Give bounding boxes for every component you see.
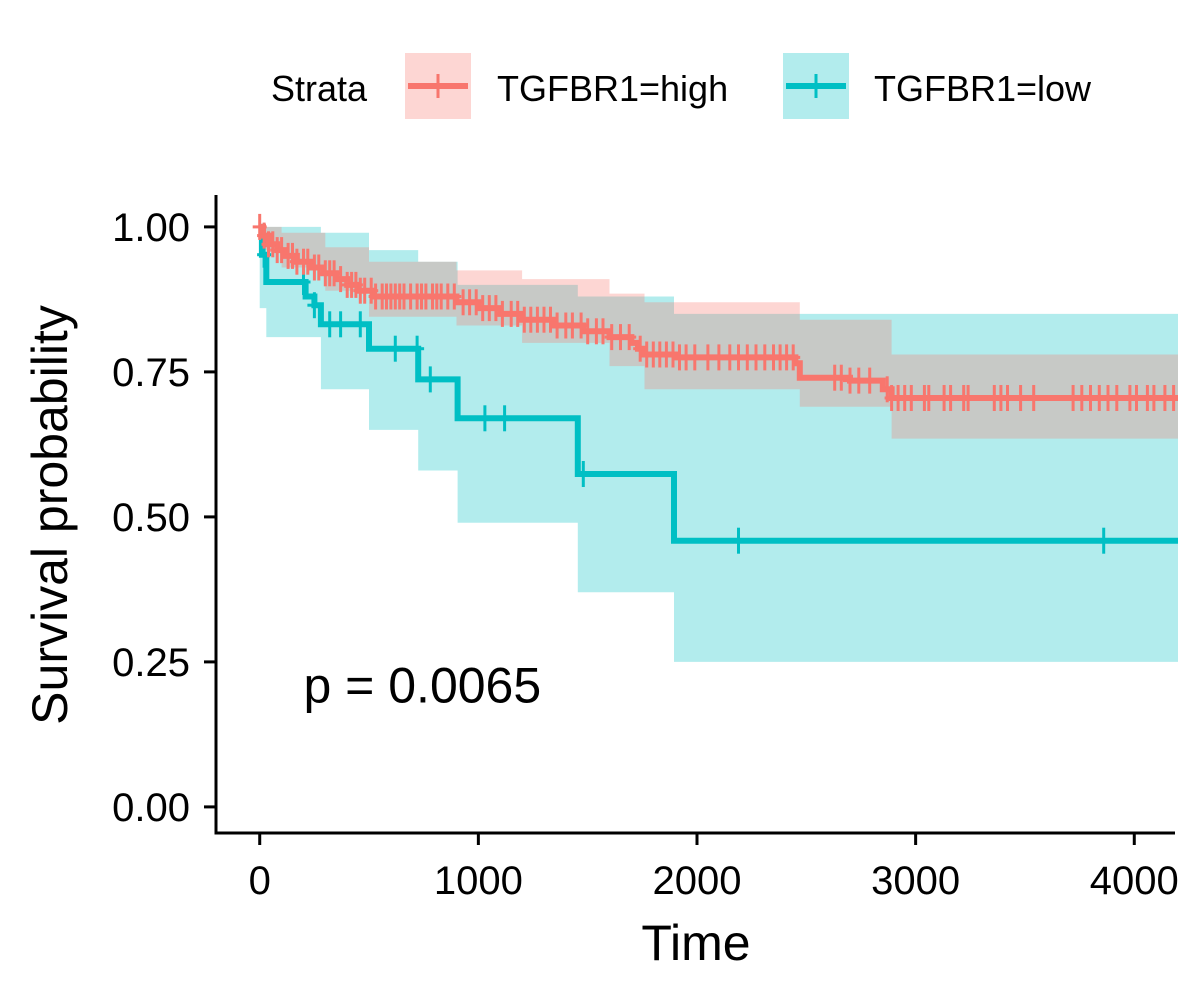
- legend-item-low: TGFBR1=low: [783, 53, 1092, 119]
- confidence-bands: [259, 226, 1178, 662]
- y-tick-label: 0.50: [112, 496, 190, 540]
- legend-label-low: TGFBR1=low: [874, 68, 1092, 109]
- y-tick-label: 0.25: [112, 641, 190, 685]
- legend: Strata TGFBR1=high TGFBR1=low: [271, 53, 1092, 119]
- y-axis-ticks: 0.00 0.25 0.50 0.75 1.00: [112, 206, 216, 830]
- survival-curve-low: [258, 223, 1178, 544]
- y-axis-title: Survival probability: [22, 305, 78, 725]
- x-tick-label: 3000: [871, 859, 960, 903]
- x-tick-label: 4000: [1090, 859, 1179, 903]
- y-tick-label: 0.00: [112, 786, 190, 830]
- y-tick-label: 1.00: [112, 206, 190, 250]
- confidence-band-low: [259, 226, 1178, 662]
- p-value-annotation: p = 0.0065: [303, 658, 541, 714]
- x-tick-label: 1000: [434, 859, 523, 903]
- x-tick-label: 0: [249, 859, 271, 903]
- legend-title: Strata: [271, 68, 368, 109]
- legend-item-high: TGFBR1=high: [405, 53, 728, 119]
- x-axis-ticks: 0 1000 2000 3000 4000: [249, 833, 1179, 903]
- censor-marks: [252, 213, 1178, 554]
- y-tick-label: 0.75: [112, 351, 190, 395]
- x-axis-title: Time: [641, 915, 750, 971]
- x-tick-label: 2000: [653, 859, 742, 903]
- legend-label-high: TGFBR1=high: [497, 68, 728, 109]
- confidence-band-high: [259, 226, 1178, 439]
